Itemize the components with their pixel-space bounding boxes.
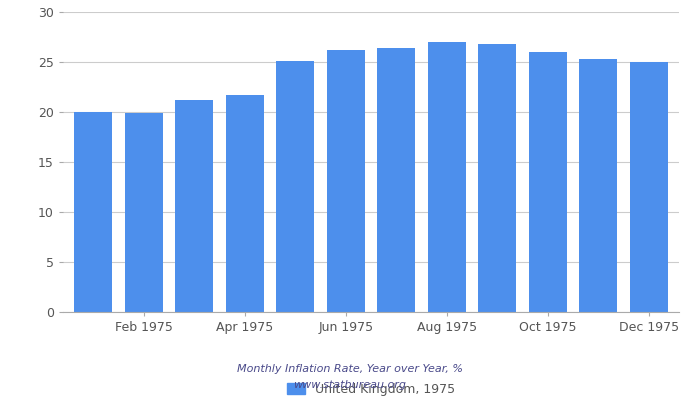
Bar xyxy=(175,100,214,312)
Bar xyxy=(528,52,567,312)
Bar xyxy=(327,50,365,312)
Legend: United Kingdom, 1975: United Kingdom, 1975 xyxy=(286,383,456,396)
Bar xyxy=(428,42,466,312)
Bar xyxy=(226,95,264,312)
Text: www.statbureau.org: www.statbureau.org xyxy=(293,380,407,390)
Bar xyxy=(125,113,162,312)
Bar xyxy=(276,61,314,312)
Bar xyxy=(478,44,516,312)
Bar xyxy=(377,48,415,312)
Bar xyxy=(580,59,617,312)
Bar xyxy=(630,62,668,312)
Bar xyxy=(74,112,112,312)
Text: Monthly Inflation Rate, Year over Year, %: Monthly Inflation Rate, Year over Year, … xyxy=(237,364,463,374)
